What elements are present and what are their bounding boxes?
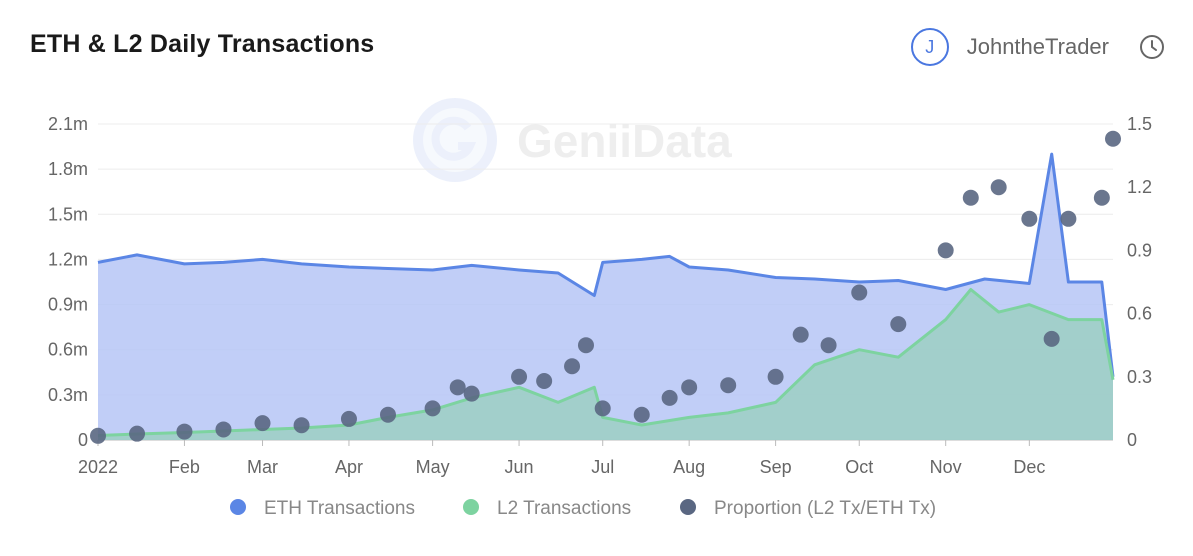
y-left-tick-label: 1.5m xyxy=(48,204,88,224)
x-tick-label: Mar xyxy=(247,457,278,477)
x-tick-label: Nov xyxy=(930,457,962,477)
proportion-point xyxy=(293,417,310,434)
series-area-1 xyxy=(98,289,1113,440)
x-tick-label: Jul xyxy=(591,457,614,477)
x-tick-label: Sep xyxy=(760,457,792,477)
proportion-point xyxy=(1093,189,1110,206)
proportion-point xyxy=(990,179,1007,196)
proportion-point xyxy=(463,385,480,402)
x-tick-label: Apr xyxy=(335,457,363,477)
y-left-tick-label: 2.1m xyxy=(48,114,88,134)
proportion-point xyxy=(820,337,837,354)
proportion-point xyxy=(254,415,271,432)
y-right-tick-label: 0.9 xyxy=(1127,240,1152,260)
legend-marker-0[interactable] xyxy=(230,499,246,515)
y-left-tick-label: 0 xyxy=(78,430,88,450)
watermark-text: GeniiData xyxy=(517,115,732,167)
proportion-point xyxy=(90,427,106,444)
x-tick-label: Jun xyxy=(505,457,534,477)
legend-label-0[interactable]: ETH Transactions xyxy=(264,498,415,519)
legend-marker-1[interactable] xyxy=(463,499,479,515)
avatar[interactable]: J xyxy=(910,28,949,66)
proportion-point xyxy=(1043,330,1060,347)
y-left-tick-label: 0.9m xyxy=(48,295,88,315)
proportion-point xyxy=(1060,210,1077,227)
x-tick-label: Aug xyxy=(673,457,705,477)
chart-title: ETH & L2 Daily Transactions xyxy=(30,30,375,58)
legend-label-2[interactable]: Proportion (L2 Tx/ETH Tx) xyxy=(714,498,936,519)
proportion-point xyxy=(564,358,581,375)
legend-marker-2[interactable] xyxy=(680,499,696,515)
proportion-point xyxy=(511,368,528,385)
proportion-point xyxy=(720,377,737,394)
proportion-point xyxy=(890,316,907,333)
x-tick-label: Dec xyxy=(1013,457,1045,477)
x-tick-label: May xyxy=(416,457,450,477)
proportion-point xyxy=(577,337,594,354)
y-left-tick-label: 1.2m xyxy=(48,249,88,269)
proportion-point xyxy=(792,326,809,343)
y-left-tick-label: 0.3m xyxy=(48,385,88,405)
proportion-point xyxy=(937,242,954,259)
proportion-point xyxy=(340,410,357,427)
x-tick-label: Feb xyxy=(169,457,200,477)
proportion-point xyxy=(851,284,868,301)
x-tick-label: Oct xyxy=(845,457,873,477)
y-right-tick-label: 0.6 xyxy=(1127,304,1152,324)
proportion-point xyxy=(681,379,698,396)
y-left-tick-label: 1.8m xyxy=(48,159,88,179)
series-line-1 xyxy=(97,288,1115,437)
proportion-point xyxy=(215,421,232,438)
proportion-point xyxy=(594,400,611,417)
proportion-point xyxy=(536,373,553,390)
y-left-tick-label: 0.6m xyxy=(48,340,88,360)
proportion-point xyxy=(962,189,979,206)
proportion-point xyxy=(1105,130,1121,147)
proportion-point xyxy=(767,368,784,385)
proportion-point xyxy=(661,389,678,406)
legend-label-1[interactable]: L2 Transactions xyxy=(497,498,631,519)
proportion-point xyxy=(449,379,466,396)
y-right-tick-label: 1.2 xyxy=(1127,177,1152,197)
y-right-tick-label: 1.5 xyxy=(1127,114,1152,134)
proportion-point xyxy=(129,425,146,442)
user-badge[interactable]: J JohntheTrader xyxy=(910,28,1109,66)
y-right-tick-label: 0.3 xyxy=(1127,367,1152,387)
proportion-point xyxy=(1021,210,1038,227)
y-right-tick-label: 0 xyxy=(1127,430,1137,450)
x-tick-label: 2022 xyxy=(78,457,118,477)
proportion-point xyxy=(380,406,396,423)
proportion-point xyxy=(424,400,441,417)
username[interactable]: JohntheTrader xyxy=(966,34,1109,59)
proportion-point xyxy=(633,406,650,423)
proportion-point xyxy=(176,423,193,440)
series-line-0 xyxy=(97,152,1115,377)
clock-icon[interactable] xyxy=(1139,34,1165,60)
